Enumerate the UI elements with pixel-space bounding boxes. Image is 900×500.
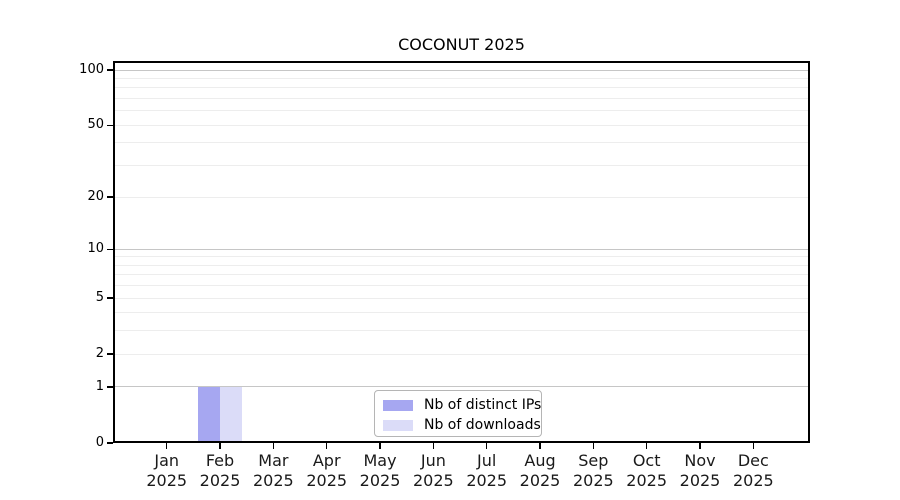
minor-gridline bbox=[113, 78, 810, 80]
y-axis-tick-label: 100 bbox=[79, 62, 104, 78]
y-axis-tick bbox=[107, 353, 113, 355]
y-axis-tick bbox=[107, 386, 113, 388]
y-axis-tick-label: 1 bbox=[95, 378, 104, 394]
y-axis-tick-label: 5 bbox=[95, 290, 104, 306]
y-axis-tick bbox=[107, 69, 113, 71]
bar-distinct-ips bbox=[198, 386, 221, 443]
legend-item: Nb of downloads bbox=[375, 415, 541, 435]
x-axis-tick-label-line: Feb bbox=[205, 451, 235, 470]
x-axis-tick-label-line: Jun bbox=[420, 451, 446, 470]
x-axis-tick-label-line: 2025 bbox=[626, 471, 668, 490]
x-axis-tick bbox=[165, 443, 168, 449]
x-axis-tick-label-line: 2025 bbox=[519, 471, 561, 490]
y-axis-tick-label: 10 bbox=[87, 241, 104, 257]
x-axis-tick bbox=[325, 443, 328, 449]
x-axis-tick bbox=[219, 443, 221, 449]
minor-gridline bbox=[113, 87, 810, 89]
x-axis-tick bbox=[272, 443, 275, 449]
y-axis-tick-label: 20 bbox=[87, 189, 104, 204]
x-axis-tick-label-line: Mar bbox=[258, 451, 289, 470]
minor-gridline bbox=[113, 330, 810, 332]
x-axis-tick bbox=[699, 443, 701, 449]
x-axis-tick-label: Mar 2025 bbox=[228, 451, 318, 491]
x-axis-tick-label: May 2025 bbox=[335, 451, 425, 491]
x-axis-tick-label-line: Aug bbox=[524, 451, 556, 470]
x-axis-tick-label: Oct 2025 bbox=[602, 451, 692, 491]
minor-gridline bbox=[113, 98, 810, 100]
x-axis-tick-label-line: Jul bbox=[477, 451, 497, 470]
y-axis-tick bbox=[107, 124, 113, 127]
minor-gridline bbox=[113, 256, 810, 258]
legend-swatch bbox=[383, 419, 413, 431]
x-axis-tick bbox=[485, 443, 488, 449]
minor-gridline bbox=[113, 353, 810, 355]
y-axis-tick bbox=[107, 297, 113, 299]
y-axis-tick bbox=[107, 442, 113, 444]
x-axis-tick bbox=[592, 443, 595, 449]
legend-label: Nb of distinct IPs bbox=[424, 397, 542, 413]
legend-swatch bbox=[383, 399, 413, 411]
x-axis-tick-label: Aug 2025 bbox=[495, 451, 585, 491]
y-axis-tick-label: 0 bbox=[95, 435, 104, 450]
minor-gridline bbox=[113, 297, 810, 299]
minor-gridline bbox=[113, 142, 810, 144]
y-axis-tick bbox=[107, 248, 113, 250]
legend: Nb of distinct IPs Nb of downloads bbox=[374, 390, 542, 437]
x-axis-tick bbox=[379, 443, 381, 449]
bar-downloads bbox=[220, 386, 243, 443]
legend-item: Nb of distinct IPs bbox=[375, 395, 541, 415]
y-axis-tick-label: 2 bbox=[95, 346, 104, 362]
x-axis-tick-label-line: 2025 bbox=[359, 471, 401, 490]
major-gridline bbox=[113, 248, 810, 250]
x-axis-tick-label-line: 2025 bbox=[679, 471, 721, 490]
minor-gridline bbox=[113, 165, 810, 167]
minor-gridline bbox=[113, 124, 810, 126]
x-axis-tick-label: Jun 2025 bbox=[388, 451, 478, 491]
x-axis-tick bbox=[645, 443, 648, 449]
x-axis-tick-label-line: Jan bbox=[154, 451, 180, 470]
y-axis-tick bbox=[107, 196, 113, 198]
x-axis-tick-label: Jul 2025 bbox=[442, 451, 532, 491]
x-axis-tick-label: Sep 2025 bbox=[548, 451, 638, 491]
minor-gridline bbox=[113, 264, 810, 266]
x-axis-tick-label: Apr 2025 bbox=[282, 451, 372, 491]
minor-gridline bbox=[113, 312, 810, 314]
x-axis-tick-label: Nov 2025 bbox=[655, 451, 745, 491]
x-axis-tick-label-line: Nov bbox=[684, 451, 716, 470]
chart-title: COCONUT 2025 bbox=[398, 35, 525, 54]
x-axis-tick-label-line: 2025 bbox=[253, 471, 294, 490]
x-axis-tick bbox=[752, 443, 755, 449]
y-axis-tick-label: 50 bbox=[87, 117, 104, 133]
x-axis-tick-label-line: 2025 bbox=[412, 471, 454, 490]
x-axis-tick-label-line: 2025 bbox=[466, 471, 508, 490]
x-axis-tick-label-line: 2025 bbox=[146, 471, 188, 490]
x-axis-tick bbox=[539, 443, 541, 449]
x-axis-tick-label-line: Dec bbox=[737, 451, 769, 470]
legend-label: Nb of downloads bbox=[424, 417, 541, 433]
x-axis-tick-label-line: Oct bbox=[632, 451, 661, 470]
minor-gridline bbox=[113, 196, 810, 198]
minor-gridline bbox=[113, 110, 810, 112]
minor-gridline bbox=[113, 285, 810, 287]
x-axis-tick-label-line: Sep bbox=[578, 451, 609, 470]
plot-area: Nb of distinct IPs Nb of downloads bbox=[113, 61, 810, 443]
major-gridline bbox=[113, 69, 810, 71]
x-axis-tick-label: Dec 2025 bbox=[708, 451, 798, 491]
x-axis-tick bbox=[432, 443, 435, 449]
x-axis-tick-label-line: 2025 bbox=[199, 471, 241, 490]
x-axis-tick-label-line: 2025 bbox=[572, 471, 614, 490]
x-axis-tick-label-line: 2025 bbox=[732, 471, 774, 490]
x-axis-tick-label: Feb 2025 bbox=[175, 451, 265, 491]
x-axis-tick-label-line: Apr bbox=[312, 451, 341, 470]
x-axis-tick-label-line: May bbox=[363, 451, 397, 470]
x-axis-tick-label: Jan 2025 bbox=[122, 451, 212, 491]
minor-gridline bbox=[113, 274, 810, 276]
major-gridline bbox=[113, 386, 810, 388]
x-axis-tick-label-line: 2025 bbox=[306, 471, 348, 490]
